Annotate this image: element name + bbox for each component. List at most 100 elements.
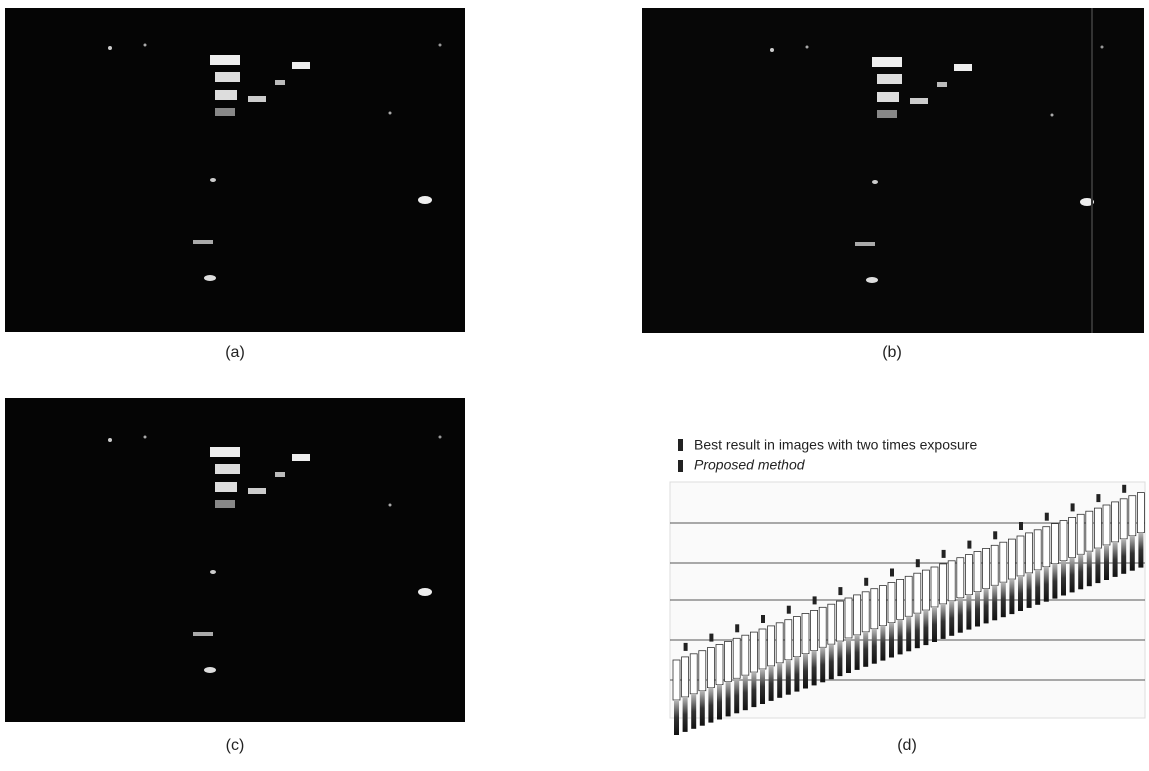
plot-bar-shadow [1095, 548, 1101, 584]
plot-bar-shadow [1026, 572, 1032, 608]
plot-bar-shadow [966, 594, 972, 630]
plot-bar-shadow [846, 638, 851, 673]
plot-bar [1085, 510, 1094, 552]
plot-bar-shadow [889, 622, 894, 658]
plot-bar [810, 610, 818, 651]
plot-arrow [967, 540, 972, 549]
plot-bar-shadow [811, 650, 817, 686]
plot-bar-shadow [1000, 582, 1006, 618]
plot-bar [767, 625, 775, 667]
plot-bar-shadow [1112, 541, 1118, 577]
plot-arrow [1019, 522, 1023, 530]
plot-bar-shadow [837, 641, 843, 677]
image-c [5, 398, 465, 722]
plot-bar-shadow [992, 585, 998, 621]
plot-bar [1016, 535, 1025, 577]
legend-icon [678, 439, 683, 451]
plot-arrow [786, 605, 791, 614]
plot-bar [672, 659, 681, 701]
plot-bar-shadow [760, 669, 765, 704]
plot-bar-shadow [699, 690, 705, 726]
plot-bar [750, 631, 758, 673]
plot-bar [715, 644, 724, 685]
plot-bar-shadow [682, 696, 688, 732]
plot-bar [793, 616, 801, 657]
plot-bar-shadow [820, 647, 826, 683]
plot-bar [732, 637, 741, 679]
plot-bar-shadow [1078, 554, 1084, 590]
plot-arrow [1044, 512, 1049, 521]
plot-arrow [761, 615, 765, 623]
plot-bar [818, 606, 827, 648]
plot-bar-shadow [1121, 538, 1127, 574]
plot-bar [870, 588, 879, 630]
plot-bar [1042, 526, 1051, 568]
plot-arrow [709, 633, 714, 642]
plot-bar-shadow [940, 603, 946, 639]
plot-bar-shadow [880, 625, 886, 661]
plot-d [669, 481, 1146, 735]
plot-bar [681, 656, 689, 698]
plot-bar [973, 551, 982, 592]
plot-bar [1128, 495, 1137, 537]
plot-arrow [1070, 503, 1075, 512]
plot-bar-shadow [914, 613, 920, 649]
plot-arrow [735, 624, 740, 633]
image-b [642, 8, 1144, 333]
plot-bar-shadow [863, 631, 869, 667]
plot-bar [827, 603, 836, 645]
plot-bar [879, 585, 887, 626]
plot-arrow [1122, 484, 1127, 493]
plot-arrow [864, 577, 869, 586]
plot-bar-shadow [794, 656, 800, 692]
plot-bar-shadow [725, 681, 731, 717]
plot-bar-shadow [897, 619, 903, 655]
plot-bar-shadow [975, 591, 980, 627]
plot-arrow [941, 549, 946, 558]
plot-bar [707, 647, 715, 688]
plot-bar [1033, 529, 1042, 571]
plot-bar-shadow [708, 687, 714, 723]
plot-bar [784, 619, 793, 661]
caption: (b) [882, 344, 902, 361]
plot-bar-shadow [1052, 563, 1058, 599]
plot-bar [1051, 523, 1059, 564]
plot-bar [1137, 492, 1145, 534]
plot-bar-shadow [742, 675, 748, 711]
plot-bar-shadow [1018, 576, 1023, 611]
plot-bar [922, 569, 930, 611]
plot-bar-shadow [717, 684, 722, 720]
plot-bar [939, 563, 947, 605]
plot-arrow [838, 587, 843, 596]
plot-bar-shadow [906, 616, 912, 652]
plot-bar-shadow [1129, 535, 1135, 571]
plot-bar [1111, 501, 1119, 543]
plot-bar-shadow [854, 634, 860, 670]
plot-bar [887, 582, 896, 623]
plot-bar-shadow [1104, 545, 1109, 580]
legend-text: Proposed method [694, 457, 806, 473]
plot-bar-shadow [957, 597, 963, 633]
plot-bar-shadow [674, 700, 679, 735]
plot-bar-shadow [1035, 569, 1041, 605]
plot-bar [896, 579, 904, 620]
caption: (a) [225, 344, 245, 361]
plot-bar [930, 566, 939, 608]
plot-bar [836, 600, 844, 642]
plot-bar [758, 628, 767, 670]
caption: (d) [897, 737, 917, 754]
plot-bar-shadow [949, 600, 955, 636]
plot-arrow [812, 596, 817, 605]
plot-bar [1102, 504, 1111, 546]
plot-bar [965, 554, 973, 595]
plot-bar-shadow [932, 607, 937, 642]
plot-bar-shadow [1138, 532, 1144, 568]
plot-bar [947, 560, 956, 602]
plot-bar-shadow [871, 628, 877, 664]
plot-bar [999, 541, 1008, 583]
plot-bar-shadow [828, 644, 834, 680]
plot-bar-shadow [1009, 579, 1015, 615]
plot-bar [844, 597, 853, 639]
plot-bar [982, 548, 990, 589]
